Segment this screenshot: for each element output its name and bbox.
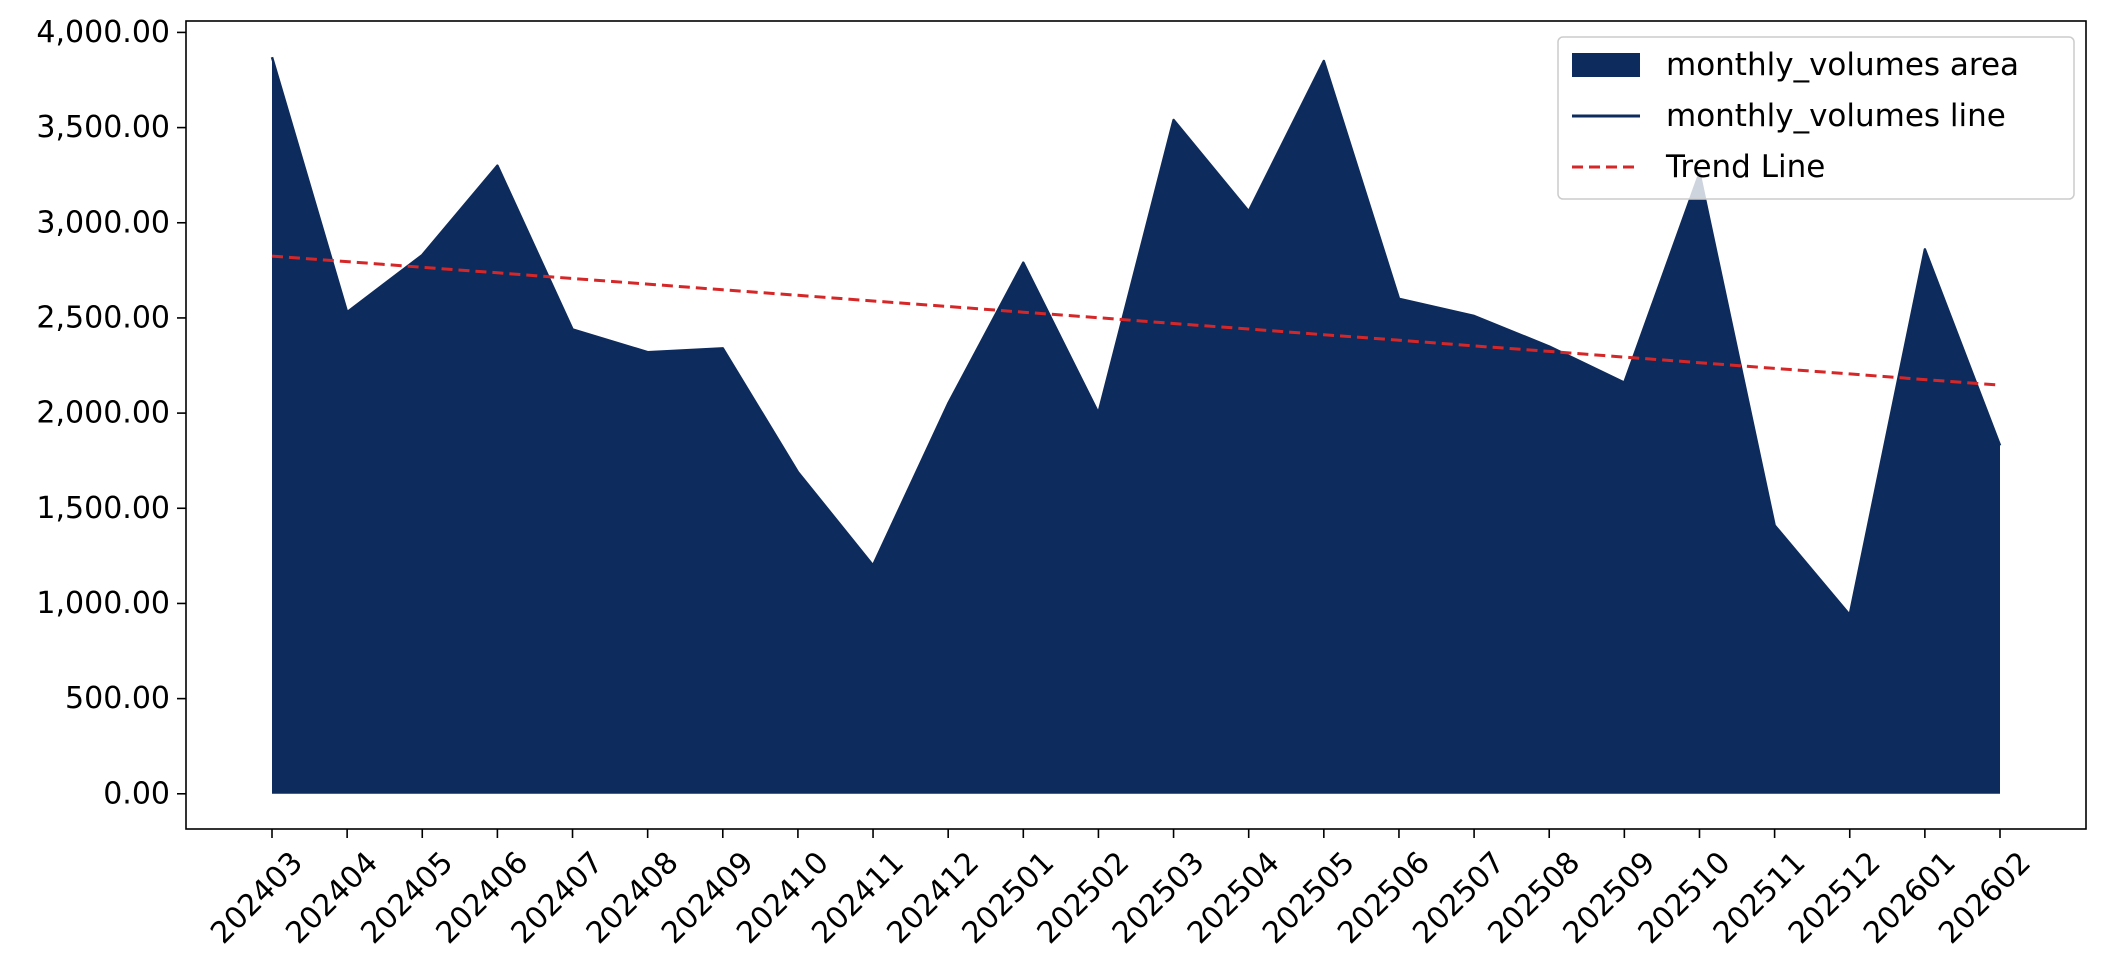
- plot-frame: [185, 20, 2087, 830]
- legend: monthly_volumes area monthly_volumes line…: [1557, 36, 2075, 200]
- y-tick-label: 4,000.00: [36, 15, 170, 50]
- y-tick-label: 2,000.00: [36, 396, 170, 431]
- legend-label: monthly_volumes line: [1666, 98, 2006, 134]
- y-axis: 0.00 500.00 1,000.00 1,500.00 2,000.00 2,500.…: [36, 15, 186, 811]
- legend-swatch-area: [1572, 53, 1640, 77]
- series-area-0: [272, 57, 2000, 794]
- series-layer: [270, 56, 2002, 794]
- legend-label: monthly_volumes area: [1666, 47, 2019, 83]
- y-tick-label: 0.00: [103, 776, 170, 811]
- y-tick-label: 3,500.00: [36, 110, 170, 145]
- y-tick-label: 1,000.00: [36, 586, 170, 621]
- series-line-1: [270, 56, 2002, 617]
- y-tick-label: 500.00: [65, 681, 170, 716]
- y-tick-label: 1,500.00: [36, 491, 170, 526]
- y-tick-label: 2,500.00: [36, 300, 170, 335]
- y-tick-label: 3,000.00: [36, 205, 170, 240]
- legend-label: Trend Line: [1665, 149, 1825, 185]
- legend-box: [1557, 36, 2075, 200]
